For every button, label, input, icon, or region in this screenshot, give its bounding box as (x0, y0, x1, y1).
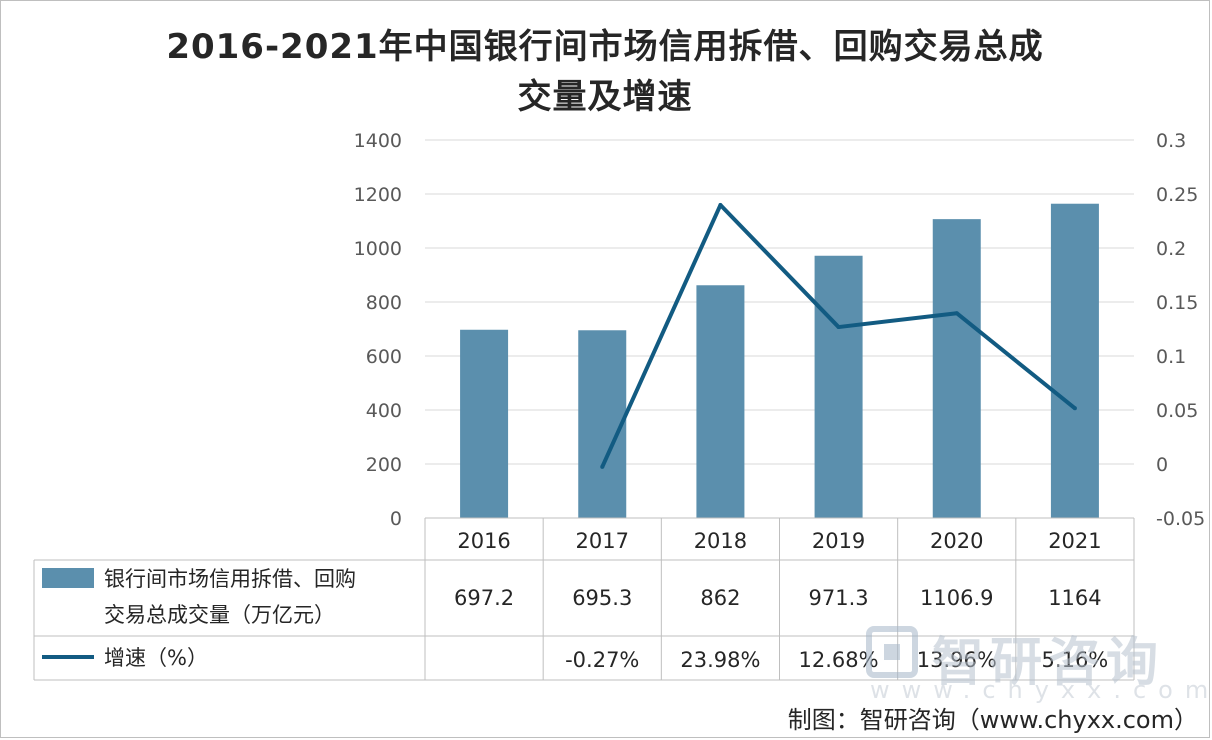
left-y-tick-label: 400 (366, 400, 402, 422)
right-y-tick-label: 0.25 (1156, 184, 1198, 206)
right-y-tick-label: 0.15 (1156, 292, 1198, 314)
left-y-axis: 0 200 400 600 800 1000 1200 1400 (354, 130, 402, 530)
bar-data-label: 697.2 (454, 586, 514, 610)
legend-line-label: 增速（%） (104, 646, 208, 670)
left-y-tick-label: 1200 (354, 184, 402, 206)
left-y-tick-label: 0 (390, 508, 402, 530)
watermark: 智研咨询 www.chyxx.com (866, 618, 1208, 708)
x-tick-label: 2020 (930, 529, 983, 553)
bar-2016 (460, 329, 509, 518)
growth-point-2017 (600, 464, 605, 469)
growth-point-2018 (718, 203, 723, 208)
gridlines (425, 139, 1134, 465)
bar-2021 (1050, 203, 1099, 518)
right-y-tick-label: 0.05 (1156, 400, 1198, 422)
left-y-tick-label: 1400 (354, 130, 402, 152)
x-tick-label: 2019 (812, 529, 865, 553)
legend-bar-label-line1: 银行间市场信用拆借、回购 (104, 567, 356, 591)
x-tick-label: 2018 (694, 529, 747, 553)
right-y-axis: -0.05 0 0.05 0.1 0.15 0.2 0.25 0.3 (1156, 130, 1205, 530)
chart-title: 2016-2021年中国银行间市场信用拆借、回购交易总成 交量及增速 (100, 22, 1110, 122)
watermark-url: www.chyxx.com (870, 676, 1212, 704)
growth-point-2019 (836, 325, 841, 330)
bar-data-label: 862 (700, 586, 740, 610)
source-note: 制图：智研咨询（www.chyxx.com） (787, 706, 1198, 734)
watermark-logo-icon (866, 626, 918, 678)
x-tick-label: 2017 (576, 529, 629, 553)
chart-title-line2: 交量及增速 (517, 77, 693, 117)
right-y-tick-label: 0.1 (1156, 346, 1186, 368)
growth-data-label: 12.68% (799, 648, 879, 672)
bar-2018 (696, 285, 745, 518)
left-y-tick-label: 800 (366, 292, 402, 314)
right-y-tick-label: -0.05 (1156, 508, 1205, 530)
x-tick-label: 2016 (457, 529, 510, 553)
legend-bar-swatch (42, 568, 94, 588)
growth-data-label: -0.27% (565, 648, 639, 672)
bar-series (460, 203, 1099, 518)
growth-line-series (600, 203, 1077, 469)
data-table: 2016 2017 2018 2019 2020 2021 银行间市场信用拆借、回购交易总成… (33, 517, 1135, 681)
right-y-tick-label: 0.2 (1156, 238, 1186, 260)
growth-point-2021 (1072, 406, 1077, 411)
chart-title-line1: 2016-2021年中国银行间市场信用拆借、回购交易总成 (166, 27, 1044, 67)
growth-data-label: 23.98% (680, 648, 760, 672)
bar-2017 (578, 330, 627, 518)
growth-point-2020 (954, 311, 959, 316)
right-y-tick-label: 0 (1156, 454, 1168, 476)
x-tick-label: 2021 (1048, 529, 1101, 553)
right-y-tick-label: 0.3 (1156, 130, 1186, 152)
watermark-name: 智研咨询 (932, 633, 1165, 693)
growth-data-label: 13.96% (917, 648, 997, 672)
bar-data-label: 695.3 (572, 586, 632, 610)
left-y-tick-label: 600 (366, 346, 402, 368)
growth-data-label: 5.16% (1042, 648, 1109, 672)
bar-2020 (932, 219, 981, 518)
bar-data-label: 1106.9 (920, 586, 993, 610)
legend-bar-label-line2: 交易总成交量（万亿元） (104, 603, 335, 627)
left-y-tick-label: 1000 (354, 238, 402, 260)
left-y-tick-label: 200 (366, 454, 402, 476)
bar-data-label: 1164 (1048, 586, 1101, 610)
bar-data-label: 971.3 (809, 586, 869, 610)
bar-2019 (814, 255, 863, 518)
